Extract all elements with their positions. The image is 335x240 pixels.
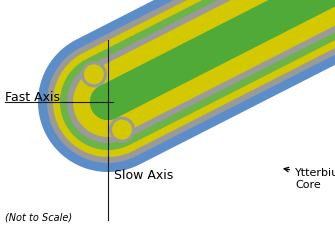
Circle shape xyxy=(109,117,135,143)
Polygon shape xyxy=(38,0,335,172)
Circle shape xyxy=(84,64,104,84)
Text: Slow Axis: Slow Axis xyxy=(114,169,173,182)
Polygon shape xyxy=(53,0,335,157)
Polygon shape xyxy=(90,0,335,120)
Polygon shape xyxy=(67,0,335,143)
Text: PANDA
Stress Rod: PANDA Stress Rod xyxy=(184,50,243,74)
Polygon shape xyxy=(60,0,335,150)
Circle shape xyxy=(81,61,107,87)
Text: Ytterbium-Doped
Core: Ytterbium-Doped Core xyxy=(284,167,335,190)
Polygon shape xyxy=(47,0,335,163)
Text: (Not to Scale): (Not to Scale) xyxy=(5,212,72,222)
Circle shape xyxy=(112,120,132,140)
Polygon shape xyxy=(73,0,335,137)
Text: Fast Axis: Fast Axis xyxy=(5,91,60,104)
Circle shape xyxy=(90,84,126,120)
